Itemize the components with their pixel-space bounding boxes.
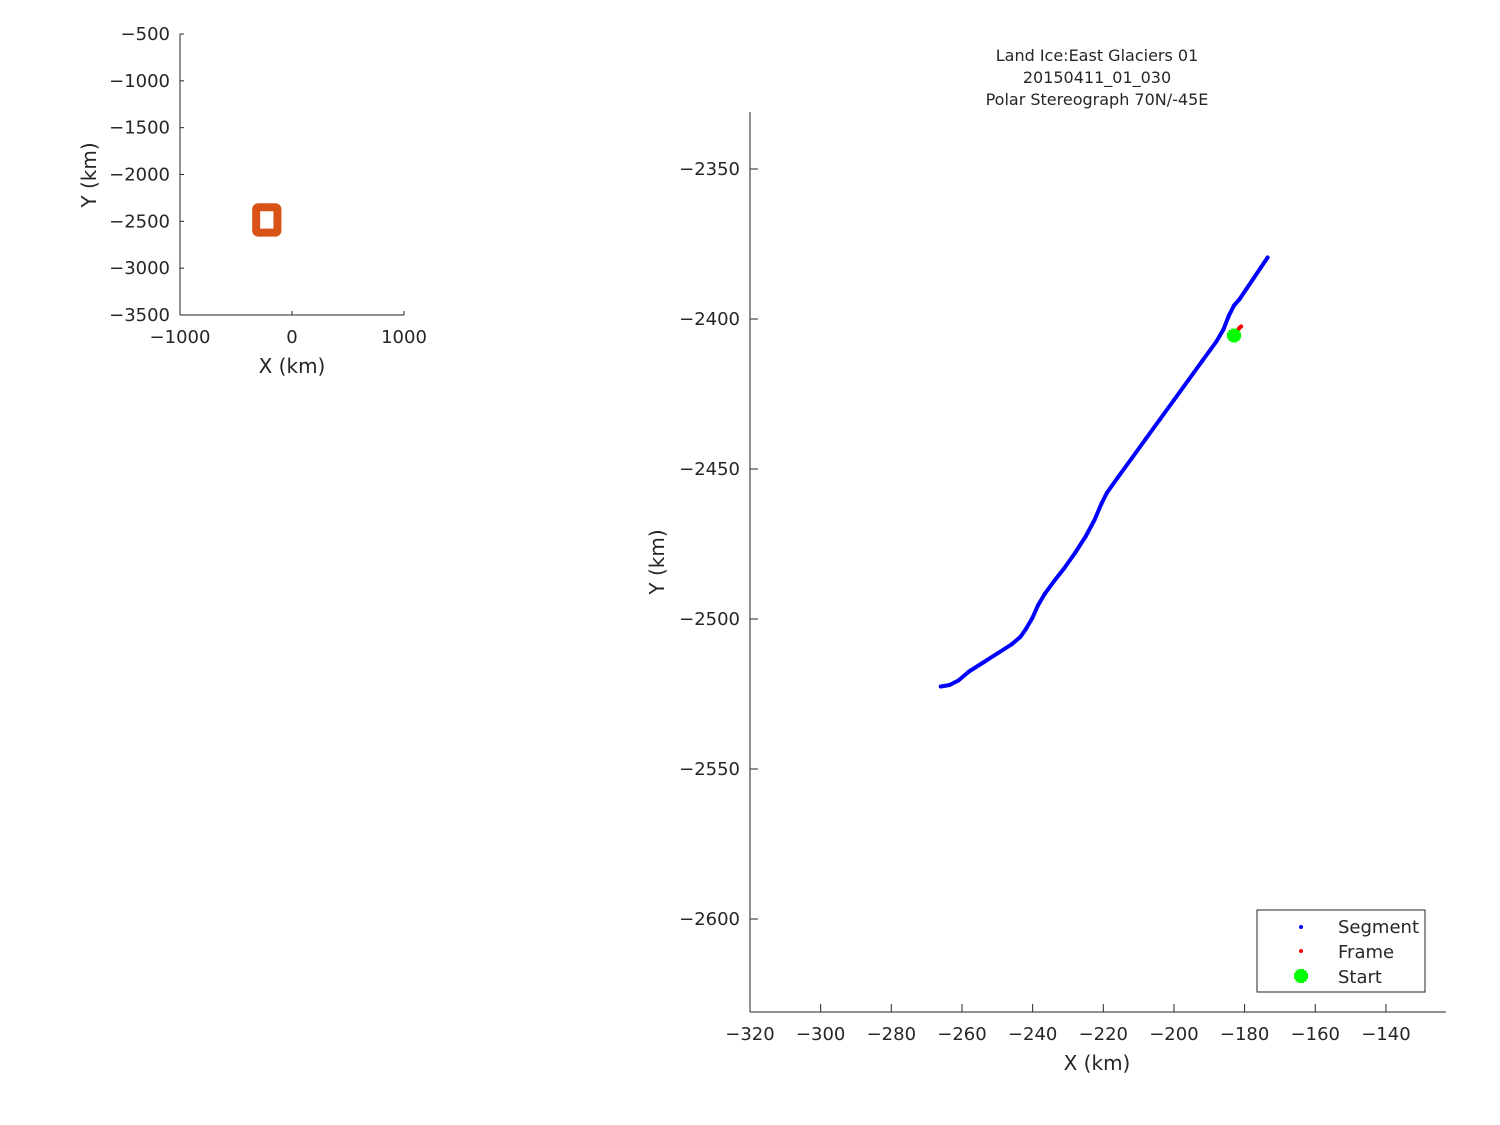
overview-marks [252,203,282,237]
detail-x-tick-label: −260 [937,1024,986,1045]
detail-panel: Land Ice:East Glaciers 01 20150411_01_03… [645,46,1446,1075]
detail-x-tick-label: −200 [1149,1024,1198,1045]
overview-x-tick-label: −1000 [150,327,211,348]
overview-y-tick-label: −2500 [109,211,170,232]
segment-point [1099,501,1104,506]
legend-marker-start [1294,969,1308,983]
detail-x-ticks: −320 −300 −280 −260 −240 −220 −200 −180 −160 −140 [725,1004,1411,1045]
segment-point [1009,642,1014,647]
detail-x-tick-label: −220 [1079,1024,1128,1045]
segment-point [1244,287,1249,291]
segment-point [1232,303,1237,308]
legend-marker-frame [1299,949,1303,953]
segment-point [1129,456,1134,461]
legend-marker-segment [1299,925,1303,929]
overview-x-tick-label: 0 [286,327,297,348]
overview-y-tick-label: −3000 [109,258,170,279]
overview-x-ticks: −1000 0 1000 [150,311,427,348]
segment-point [1143,437,1148,441]
legend-label-start: Start [1338,967,1382,988]
segment-point [1083,534,1088,539]
segment-point [1237,297,1242,302]
segment-point [1023,627,1028,632]
legend: Segment Frame Start [1256,909,1426,993]
segment-point [1258,266,1263,270]
detail-x-tick-label: −160 [1291,1024,1340,1045]
segment-point [1092,518,1097,522]
detail-x-tick-label: −240 [1008,1024,1057,1045]
frame-point [1239,324,1244,329]
segment-point [1035,603,1040,608]
overview-panel: −1000 0 1000 −500 −1000 −1500 −2000 −2500 −3000… [77,24,427,378]
detail-y-tick-label: −2550 [679,759,740,780]
detail-x-tick-label: −320 [725,1024,774,1045]
overview-y-tick-label: −3500 [109,305,170,326]
chart-title-line-3: Polar Stereograph 70N/-45E [986,90,1209,109]
detail-y-tick-label: −2400 [679,309,740,330]
detail-y-axis-label: Y (km) [645,529,669,595]
segment-point [1226,314,1231,318]
segment-point [981,660,986,665]
segment-point [1265,255,1270,260]
detail-x-tick-label: −280 [867,1024,916,1045]
segment-point [1051,579,1056,584]
detail-x-tick-label: −140 [1361,1024,1410,1045]
segment-point [1115,476,1120,480]
segment-point [1043,591,1048,596]
chart-title-line-2: 20150411_01_030 [1023,68,1171,88]
detail-y-tick-label: −2500 [679,609,740,630]
segment-point [1186,378,1191,383]
legend-label-frame: Frame [1338,942,1394,963]
detail-y-tick-label: −2600 [679,909,740,930]
legend-box [1256,909,1426,993]
overview-y-tick-label: −500 [121,24,170,45]
segment-track [938,255,1270,689]
overview-y-tick-label: −1500 [109,118,170,139]
detail-marks [938,255,1270,689]
overview-y-axis-label: Y (km) [77,142,101,208]
segment-point [1171,398,1176,402]
detail-y-tick-label: −2350 [679,159,740,180]
segment-point [995,651,1000,656]
detail-y-ticks: −2350 −2400 −2450 −2500 −2550 −2600 [679,159,758,930]
segment-point [956,678,961,683]
segment-point [1018,635,1023,639]
overview-region-box [252,203,282,237]
segment-point [947,683,952,687]
segment-point [1030,615,1035,620]
chart-title-line-1: Land Ice:East Glaciers 01 [996,46,1199,65]
overview-x-axis-label: X (km) [259,354,326,378]
detail-x-tick-label: −180 [1220,1024,1269,1045]
overview-y-tick-label: −1000 [109,71,170,92]
segment-point [967,669,972,674]
detail-x-axis-label: X (km) [1064,1051,1131,1075]
segment-point [1104,491,1109,495]
overview-y-ticks: −500 −1000 −1500 −2000 −2500 −3000 −3500 [109,24,184,326]
overview-x-tick-label: 1000 [381,327,427,348]
segment-point [1073,551,1078,555]
segment-point [1157,417,1162,422]
segment-point [1251,276,1256,281]
detail-y-tick-label: −2450 [679,459,740,480]
segment-point [1062,566,1067,570]
legend-label-segment: Segment [1338,917,1419,938]
segment-point [1200,359,1205,363]
segment-point [1214,339,1219,344]
segment-point [1221,327,1226,332]
overview-y-tick-label: −2000 [109,165,170,186]
segment-point [938,684,943,689]
detail-x-tick-label: −300 [796,1024,845,1045]
start-marker [1227,328,1242,343]
